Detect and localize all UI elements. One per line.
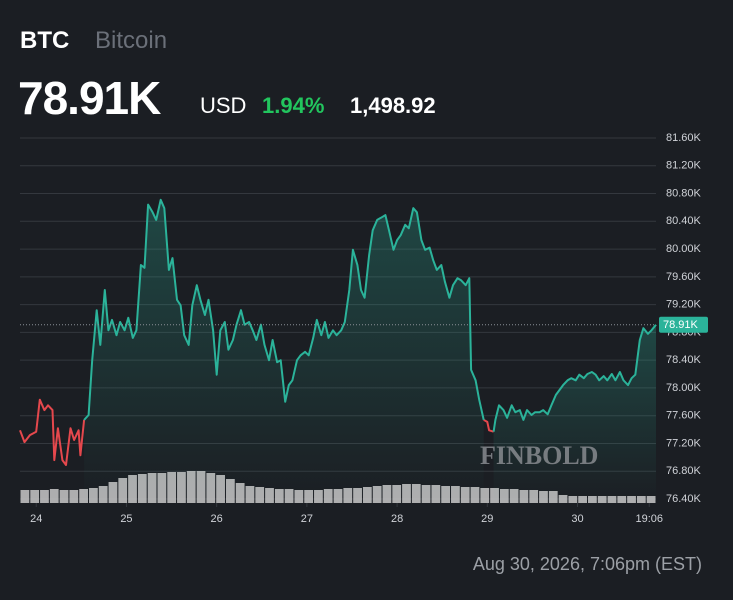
area: [84, 199, 484, 504]
timestamp: Aug 30, 2026, 7:06pm (EST): [473, 554, 702, 574]
y-tick-label: 80.80K: [666, 187, 702, 199]
volume-bar: [30, 490, 40, 503]
current-price-tag: [659, 316, 708, 333]
x-tick-label: 26: [211, 513, 223, 525]
y-tick-label: 76.80K: [666, 465, 702, 477]
y-tick-label: 80.40K: [666, 215, 702, 227]
y-tick-label: 77.60K: [666, 410, 702, 422]
volume-bar: [79, 489, 88, 503]
volume-bar: [40, 490, 49, 503]
y-tick-label: 78.00K: [666, 382, 702, 394]
y-tick-label: 78.40K: [666, 354, 702, 366]
area: [493, 324, 656, 503]
current-price-label: 78.91K: [663, 319, 699, 331]
volume-bar: [20, 490, 30, 503]
currency: USD: [200, 93, 246, 118]
y-tick-label: 77.20K: [666, 437, 702, 449]
watermark: FINBOLD: [480, 441, 598, 470]
y-tick-label: 76.40K: [666, 493, 702, 505]
price: 78.91K: [18, 72, 161, 124]
y-tick-label: 79.20K: [666, 299, 702, 311]
x-tick-label: 30: [571, 513, 583, 525]
volume-bar: [59, 490, 69, 503]
price-line: [19, 398, 86, 466]
y-tick-label: 81.20K: [666, 160, 702, 172]
price-line: [83, 198, 485, 421]
volume-bar: [480, 488, 490, 503]
y-tick-label: 80.00K: [666, 243, 702, 255]
asset-name: Bitcoin: [95, 27, 167, 54]
y-tick-label: 81.60K: [666, 132, 702, 144]
x-tick-label: 27: [301, 513, 313, 525]
x-tick-label: 24: [30, 513, 42, 525]
symbol: BTC: [20, 27, 69, 54]
change-percent: 1.94%: [262, 93, 324, 118]
volume-bar: [69, 490, 79, 503]
price-line: [483, 419, 494, 433]
price-line: [492, 324, 657, 432]
x-tick-label: 19:06: [635, 513, 663, 525]
change-value: 1,498.92: [350, 93, 436, 118]
x-tick-label: 29: [481, 513, 493, 525]
y-tick-label: 79.60K: [666, 271, 702, 283]
x-tick-label: 25: [120, 513, 132, 525]
x-tick-label: 28: [391, 513, 403, 525]
volume-bar: [49, 489, 59, 503]
